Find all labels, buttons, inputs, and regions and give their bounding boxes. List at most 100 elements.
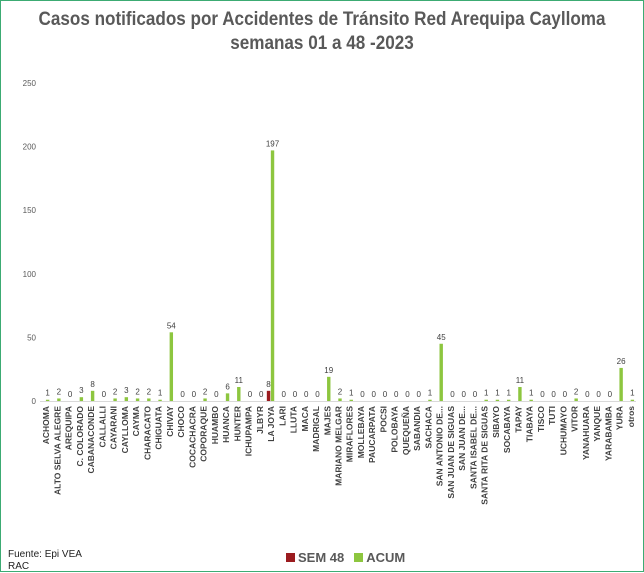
data-label-acum: 0 — [68, 390, 73, 399]
bar-acum — [327, 376, 331, 401]
data-label-acum: 2 — [338, 387, 343, 396]
bars-group — [45, 150, 635, 401]
x-tick-label: SABANDIA — [412, 406, 422, 451]
x-tick-label: YANQUE — [592, 406, 602, 442]
x-tick-label: SAN ANTONIO DE... — [435, 406, 445, 486]
x-tick-label: VITOR — [570, 406, 580, 432]
x-tick-label: ALTO SELVA ALEGRE — [52, 406, 62, 495]
bar-acum — [630, 399, 635, 401]
x-tick-label: CAYMA — [131, 406, 141, 436]
legend-label-acum: ACUM — [366, 550, 406, 565]
x-tick-label: MACA — [300, 406, 310, 432]
bar-acum — [225, 393, 230, 401]
x-tick-label: HUANCA — [221, 406, 231, 443]
x-tick-label: PAUCARPATA — [367, 406, 377, 463]
y-tick-label: 200 — [23, 143, 37, 152]
x-tick-label: SAN JUAN DE... — [457, 406, 467, 471]
x-tick-label: CHIGUATA — [154, 406, 164, 450]
data-label-acum: 2 — [574, 387, 579, 396]
legend-label-sem48: SEM 48 — [298, 550, 345, 565]
bar-acum — [506, 399, 511, 401]
legend-item-sem48: SEM 48 — [286, 550, 344, 565]
data-label-acum: 0 — [259, 390, 264, 399]
x-tick-label: HUAMBO — [210, 406, 220, 445]
bar-acum — [158, 399, 162, 401]
data-label-acum: 0 — [405, 390, 410, 399]
legend: SEM 48 ACUM — [286, 550, 411, 565]
x-tick-label: SIBAYO — [491, 406, 501, 438]
x-tick-label: SACHACA — [423, 406, 433, 449]
legend-swatch-acum — [354, 553, 364, 562]
data-label-sem48: 8 — [266, 380, 271, 389]
x-tick-label: CALLALLI — [97, 406, 107, 448]
x-tick-label: TISCO — [536, 406, 546, 432]
x-tick-label: JLBYR — [255, 406, 265, 434]
bar-acum — [237, 387, 241, 401]
bar-acum — [428, 399, 432, 401]
data-label-acum: 1 — [45, 389, 50, 398]
data-label-acum: 1 — [428, 389, 433, 398]
bar-acum — [529, 399, 533, 401]
bar-acum — [147, 398, 151, 401]
y-tick-label: 150 — [23, 206, 37, 215]
data-label-acum: 0 — [585, 390, 590, 399]
data-label-acum: 2 — [57, 387, 62, 396]
bar-sem48 — [266, 390, 271, 401]
chart-subtitle: semanas 01 a 48 -2023 — [230, 33, 414, 54]
data-label-acum: 26 — [617, 357, 626, 366]
x-tick-label: YARABAMBA — [603, 406, 613, 461]
x-tick-label: CAYARANI — [109, 406, 119, 449]
data-label-acum: 197 — [266, 139, 280, 148]
bar-acum — [113, 398, 117, 401]
bar-acum — [79, 397, 84, 401]
data-label-acum: 2 — [113, 387, 118, 396]
bar-acum — [574, 398, 578, 401]
y-tick-label: 100 — [23, 270, 37, 279]
x-tick-label: CAYLLOMA — [120, 406, 130, 453]
bar-acum — [349, 399, 353, 401]
bar-acum — [124, 397, 129, 401]
data-label-acum: 0 — [563, 390, 568, 399]
y-tick-label: 250 — [23, 79, 37, 88]
bar-acum — [90, 390, 95, 401]
x-tick-label: LA JOYA — [266, 406, 276, 442]
data-label-acum: 0 — [315, 390, 320, 399]
x-tick-label: CHIVAY — [165, 406, 175, 437]
data-label-acum: 8 — [90, 380, 95, 389]
x-tick-label: YURA — [615, 406, 625, 430]
bar-acum — [439, 343, 443, 401]
x-tick-label: ACHOMA — [41, 406, 51, 444]
x-tick-label: SOCABAYA — [502, 406, 512, 453]
data-label-acum: 0 — [450, 390, 455, 399]
data-label-acum: 1 — [630, 389, 635, 398]
data-label-acum: 1 — [484, 389, 489, 398]
data-label-acum: 1 — [529, 389, 534, 398]
legend-swatch-sem48 — [286, 553, 295, 562]
chart-title-block: Casos notificados por Accidentes de Trán… — [32, 8, 612, 56]
data-label-acum: 1 — [506, 389, 511, 398]
x-tick-label: MAJES — [322, 406, 332, 436]
data-label-acum: 0 — [473, 390, 478, 399]
x-tick-label: TAPAY — [513, 406, 523, 433]
data-label-acum: 54 — [167, 321, 176, 330]
data-label-acum: 0 — [540, 390, 545, 399]
data-label-acum: 11 — [516, 376, 525, 385]
x-tick-label: POLOBAYA — [390, 406, 400, 453]
y-tick-label: 50 — [27, 333, 36, 342]
bar-acum — [135, 398, 140, 401]
x-tick-label: AREQUIPA — [64, 406, 74, 450]
x-axis-labels: ACHOMA ALTO SELVA ALEGRE AREQUIPA C. COLORA… — [41, 406, 636, 505]
x-tick-label: otros — [626, 406, 636, 428]
source-line-1: Fuente: Epi VEA — [8, 549, 82, 560]
bar-acum — [484, 399, 488, 401]
data-label-acum: 0 — [248, 390, 253, 399]
x-tick-label: ICHUPAMPA — [244, 406, 254, 456]
data-label-acum: 2 — [203, 387, 208, 396]
x-tick-label: TUTI — [547, 406, 557, 425]
data-label-acum: 2 — [135, 387, 140, 396]
data-label-acum: 0 — [394, 390, 399, 399]
